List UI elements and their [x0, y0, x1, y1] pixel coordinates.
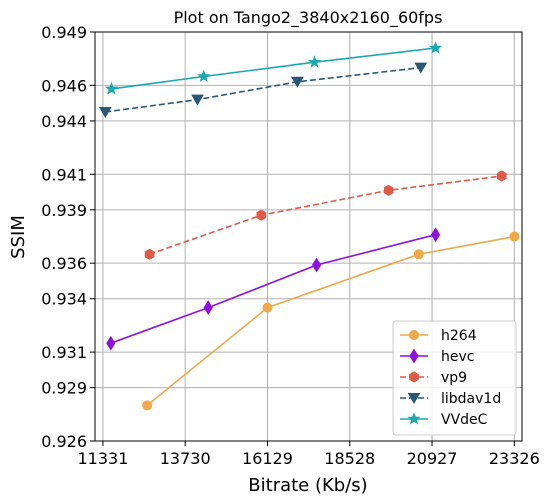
data-point-h264	[262, 302, 273, 313]
data-point-h264	[142, 400, 153, 411]
data-point-vp9	[256, 209, 267, 221]
y-tick-label: 0.941	[41, 165, 87, 184]
x-tick-label: 23326	[489, 449, 540, 468]
data-point-vp9	[383, 184, 394, 196]
legend-label: libdav1d	[441, 391, 501, 407]
data-point-VVdeC	[104, 81, 119, 95]
y-tick-label: 0.939	[41, 201, 87, 220]
data-point-VVdeC	[428, 41, 443, 54]
legend-item-libdav1d: libdav1d	[400, 391, 501, 407]
data-point-libdav1d	[191, 94, 204, 106]
y-axis-label: SSIM	[8, 215, 29, 259]
x-axis-ticks: 11331 13730 16129 18528 20927 23326	[77, 441, 540, 468]
legend-box	[392, 320, 517, 436]
legend-marker-vp9	[409, 371, 419, 383]
data-point-VVdeC	[307, 55, 322, 68]
series-line-hevc	[110, 233, 436, 344]
legend-marker-h264	[409, 330, 419, 340]
legend-label: vp9	[441, 370, 467, 386]
y-tick-label: 0.934	[41, 290, 87, 309]
legend-marker-hevc	[409, 348, 419, 364]
x-tick-label: 16129	[242, 449, 293, 468]
y-tick-label: 0.936	[41, 254, 87, 273]
legend-item-VVdeC: VVdeC	[400, 412, 488, 428]
series-line-libdav1d	[105, 66, 421, 113]
data-point-vp9	[144, 248, 155, 260]
y-tick-label: 0.926	[41, 432, 87, 451]
y-tick-label: 0.944	[41, 112, 87, 131]
legend-label: VVdeC	[441, 412, 488, 428]
series-hevc	[106, 227, 441, 351]
legend-label: hevc	[441, 349, 474, 365]
data-point-VVdeC	[197, 69, 211, 83]
series-libdav1d	[98, 62, 428, 118]
series-line-VVdeC	[111, 47, 436, 90]
legend-item-hevc: hevc	[400, 348, 474, 365]
y-tick-label: 0.949	[41, 23, 87, 42]
series-h264	[142, 231, 520, 411]
plot-frame	[94, 31, 523, 442]
chart-title: Plot on Tango2_3840x2160_60fps	[174, 8, 443, 28]
data-point-libdav1d	[291, 76, 304, 88]
legend-marker-VVdeC	[407, 412, 421, 425]
x-tick-label: 18528	[324, 449, 375, 468]
x-tick-label: 11331	[77, 449, 128, 468]
data-point-libdav1d	[98, 107, 112, 118]
legend-item-h264: h264	[400, 328, 477, 344]
x-tick-label: 13730	[160, 449, 211, 468]
data-point-libdav1d	[414, 62, 428, 74]
data-point-hevc	[203, 300, 213, 316]
x-axis-label: Bitrate (Kb/s)	[248, 475, 367, 496]
series-layer	[98, 41, 520, 411]
x-tick-label: 20927	[407, 449, 458, 468]
y-tick-label: 0.929	[41, 379, 87, 398]
data-point-h264	[413, 249, 424, 260]
data-point-hevc	[106, 335, 116, 351]
series-line-vp9	[149, 175, 502, 256]
y-axis-ticks: 0.926 0.929 0.931 0.934 0.936 0.939 0.941 0.944…	[41, 23, 95, 451]
series-line-h264	[146, 235, 515, 407]
legend-item-vp9: vp9	[400, 370, 467, 386]
data-point-vp9	[496, 170, 507, 182]
legend: h264 hevc vp9 libdav1d VVdeC	[392, 320, 517, 436]
legend-marker-libdav1d	[407, 393, 421, 404]
series-vp9	[144, 170, 507, 260]
legend-label: h264	[441, 328, 477, 344]
y-tick-label: 0.931	[41, 343, 87, 362]
data-point-h264	[509, 231, 520, 242]
y-tick-label: 0.946	[41, 76, 87, 95]
data-point-hevc	[431, 227, 441, 243]
data-point-hevc	[312, 257, 322, 273]
series-VVdeC	[104, 41, 443, 95]
